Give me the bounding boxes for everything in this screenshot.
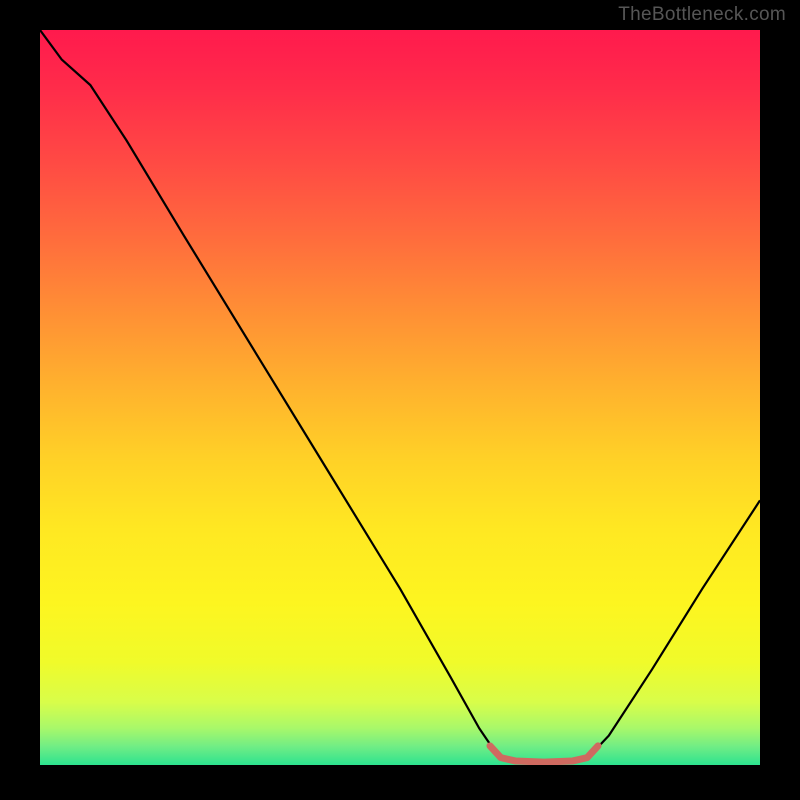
chart-background	[40, 30, 760, 765]
watermark-text: TheBottleneck.com	[618, 4, 786, 26]
chart-svg	[40, 30, 760, 765]
bottleneck-chart	[40, 30, 760, 765]
